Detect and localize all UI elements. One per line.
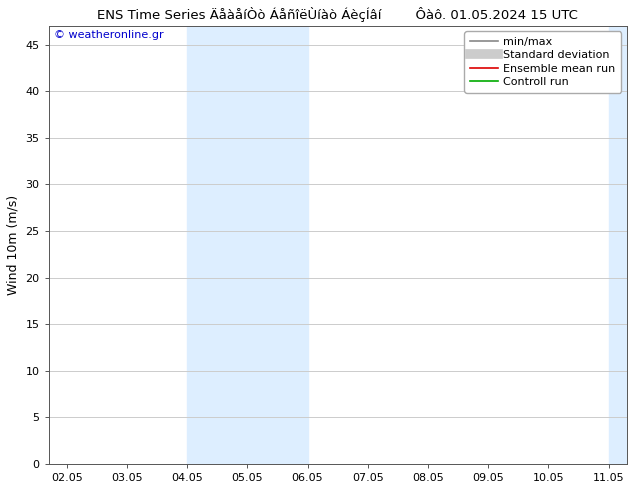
- Title: ENS Time Series ÄåàåíÒò ÁåñîëÙíàò ÁèçÍâí        Ôàô. 01.05.2024 15 UTC: ENS Time Series ÄåàåíÒò ÁåñîëÙíàò ÁèçÍâí…: [97, 7, 578, 22]
- Text: © weatheronline.gr: © weatheronline.gr: [55, 30, 164, 40]
- Bar: [187, 26, 307, 464]
- Bar: [609, 26, 634, 464]
- Y-axis label: Wind 10m (m/s): Wind 10m (m/s): [7, 195, 20, 295]
- Legend: min/max, Standard deviation, Ensemble mean run, Controll run: min/max, Standard deviation, Ensemble me…: [464, 31, 621, 93]
